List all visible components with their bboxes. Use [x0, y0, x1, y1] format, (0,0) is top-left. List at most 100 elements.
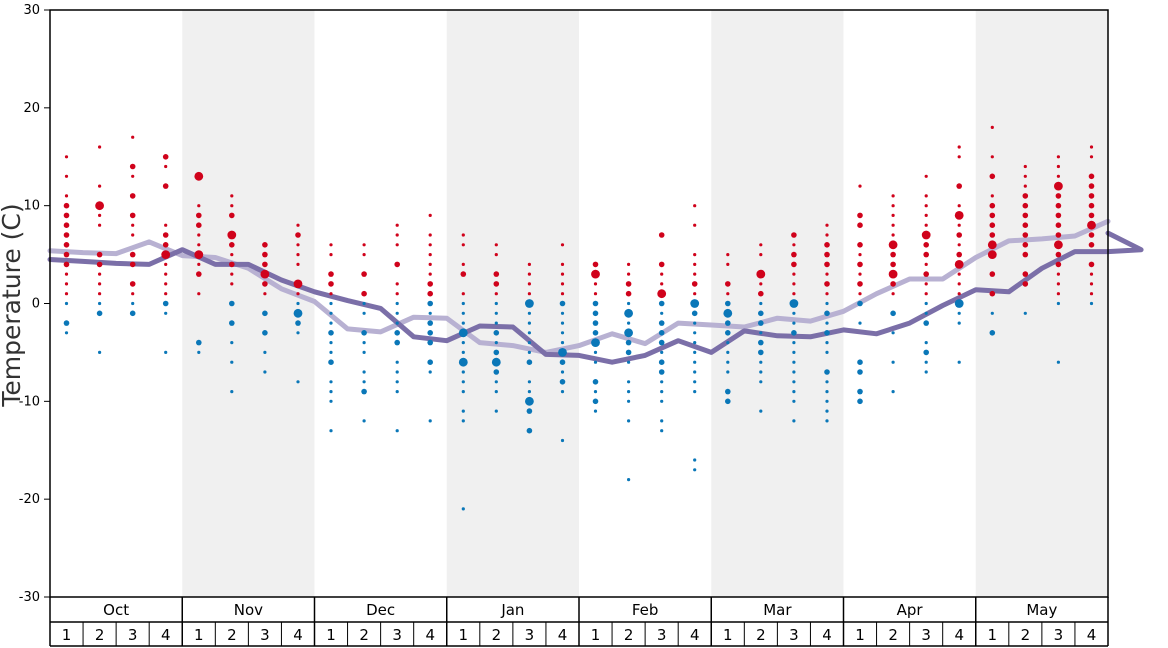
temperature-dot: [527, 380, 532, 384]
temperature-dot: [989, 290, 996, 297]
temperature-dot: [395, 380, 399, 384]
temperature-dot: [461, 390, 465, 394]
temperature-dot: [329, 341, 333, 345]
temperature-dot: [395, 233, 399, 237]
temperature-dot: [858, 272, 862, 276]
temperature-dot: [725, 320, 731, 326]
temperature-dot: [230, 253, 234, 257]
temperature-dot: [460, 271, 467, 277]
temperature-dot: [1022, 242, 1029, 248]
temperature-dot: [726, 370, 730, 374]
temperature-dot: [824, 310, 830, 317]
temperature-dot: [1088, 212, 1095, 219]
temperature-dot: [1055, 261, 1062, 268]
y-axis: 30 20 10 0 -10 -20 -30: [19, 3, 50, 605]
temperature-dot: [494, 292, 498, 296]
temperature-dot: [592, 330, 599, 336]
temperature-dot: [428, 213, 432, 217]
temperature-dot: [1055, 232, 1062, 238]
temperature-dot: [593, 282, 598, 286]
temperature-dot: [1088, 261, 1095, 268]
temperature-dot: [792, 370, 796, 374]
temperature-dot: [196, 339, 202, 346]
temperature-dot: [362, 253, 366, 257]
temperature-dot: [329, 301, 333, 306]
temperature-dot: [858, 253, 862, 257]
temperature-dot: [660, 419, 664, 423]
temperature-dot: [64, 301, 69, 306]
temperature-dot: [560, 321, 565, 325]
week-label: 1: [988, 626, 998, 644]
week-label: 4: [822, 626, 832, 644]
temperature-dot: [924, 194, 928, 198]
month-label-mar: Mar: [763, 601, 792, 619]
temperature-dot: [625, 281, 632, 287]
week-label: 2: [888, 626, 898, 644]
temperature-dot: [129, 193, 136, 199]
temperature-dot: [924, 174, 928, 178]
temperature-dot: [63, 251, 70, 258]
temperature-dot: [129, 212, 136, 219]
temperature-dot: [759, 331, 763, 335]
week-label: 2: [492, 626, 502, 644]
temperature-dot: [63, 261, 70, 268]
temperature-dot: [161, 250, 171, 259]
temperature-dot: [923, 251, 929, 258]
temperature-dot: [296, 331, 300, 335]
temperature-dot: [627, 262, 631, 266]
temperature-dot: [792, 341, 796, 345]
temperature-dot: [194, 171, 204, 181]
temperature-dot: [560, 370, 565, 374]
temperature-dot: [789, 299, 799, 308]
temperature-dot: [693, 370, 697, 374]
temperature-dot: [230, 282, 234, 286]
temperature-dot: [627, 321, 631, 325]
temperature-dot: [395, 390, 399, 394]
temperature-dot: [262, 261, 268, 268]
temperature-dot: [263, 350, 267, 354]
temperature-dot: [591, 269, 600, 279]
temperature-dot: [461, 380, 465, 384]
temperature-dot: [428, 370, 432, 374]
week-label: 3: [789, 626, 799, 644]
temperature-dot: [461, 321, 465, 325]
temperature-dot: [98, 282, 102, 286]
temperature-dot: [592, 300, 599, 307]
temperature-dot: [1056, 360, 1060, 364]
temperature-dot: [857, 222, 863, 228]
temperature-dot: [759, 301, 763, 306]
temperature-dot: [328, 271, 334, 277]
temperature-dot: [229, 300, 235, 307]
temperature-dot: [164, 164, 168, 169]
temperature-dot: [1056, 282, 1060, 286]
temperature-dot: [857, 388, 863, 395]
trend-lines: [47, 218, 1144, 365]
temperature-dot: [792, 321, 796, 325]
temperature-dot: [759, 243, 763, 247]
temperature-dot: [625, 349, 632, 356]
temperature-dot: [921, 230, 931, 240]
temperature-dot: [1055, 251, 1062, 258]
trend-line-dark: [47, 230, 1144, 365]
temperature-dot: [98, 145, 102, 149]
temperature-dot: [825, 301, 829, 306]
temperature-dot: [792, 292, 796, 296]
temperature-dot: [1022, 281, 1029, 287]
temperature-dot: [690, 299, 700, 308]
temperature-dot: [624, 328, 633, 338]
temperature-dot: [660, 350, 664, 354]
temperature-dot: [96, 261, 103, 268]
temperature-dot: [162, 232, 169, 238]
week-label: 3: [657, 626, 667, 644]
temperature-dot: [525, 299, 534, 308]
week-label: 1: [855, 626, 865, 644]
temperature-dot: [196, 212, 202, 219]
temperature-dot: [494, 321, 498, 325]
temperature-dot: [890, 310, 896, 317]
temperature-dot: [989, 212, 996, 219]
week-label: 4: [293, 626, 303, 644]
temperature-dot: [791, 232, 797, 238]
temperature-dot: [296, 301, 300, 306]
month-band-mar: [711, 10, 844, 597]
temperature-dot: [197, 204, 201, 208]
